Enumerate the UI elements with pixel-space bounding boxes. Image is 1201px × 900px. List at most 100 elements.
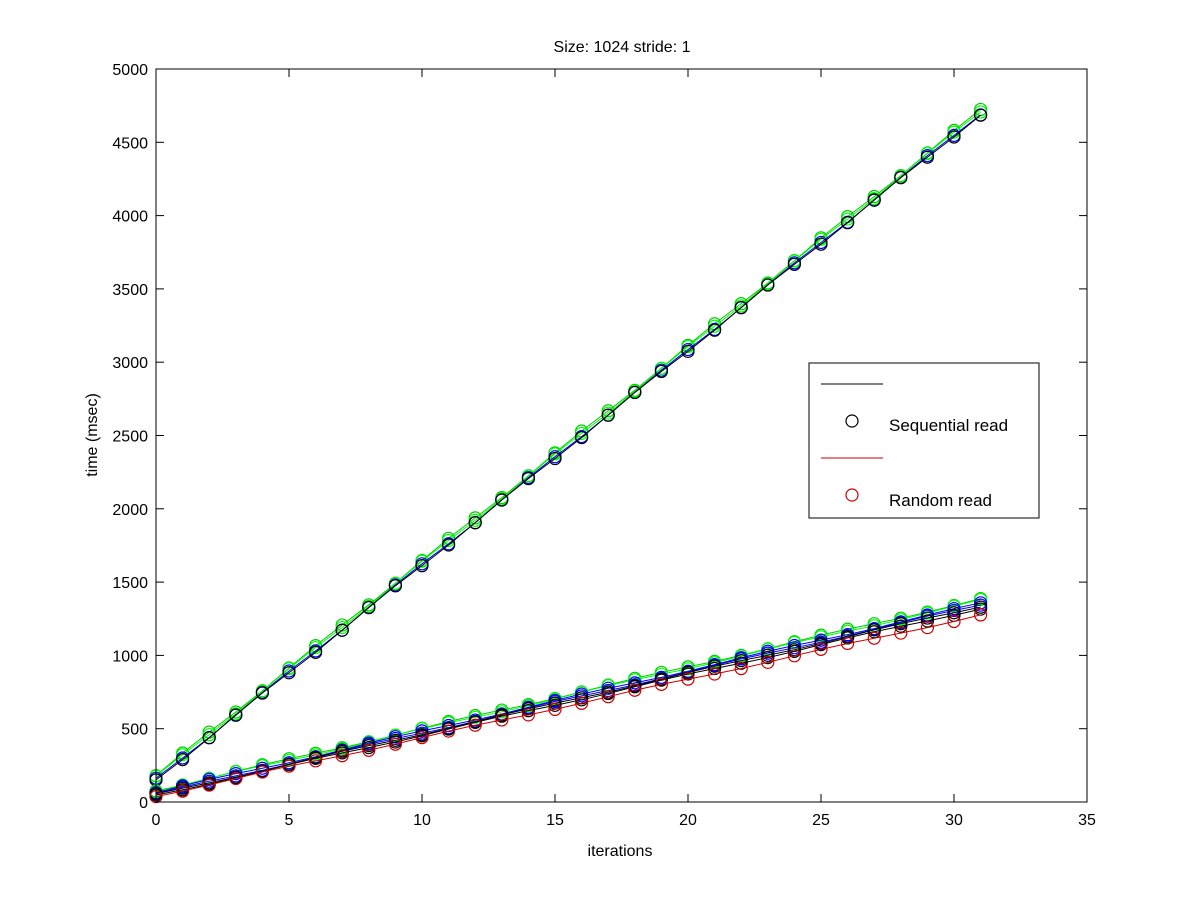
y-tick-label: 2000 — [112, 502, 148, 519]
series-line-lower — [155, 614, 981, 798]
x-tick-label: 15 — [546, 812, 564, 829]
data-point-upper — [176, 753, 190, 767]
y-tick-label: 3500 — [112, 282, 148, 299]
data-point-lower — [601, 686, 615, 701]
data-point-upper — [574, 426, 589, 440]
data-point-lower — [814, 637, 828, 652]
data-point-upper — [761, 278, 775, 292]
data-point-upper — [388, 579, 402, 593]
data-point-lower — [920, 614, 935, 628]
y-tick-label: 4000 — [112, 209, 148, 226]
data-point-upper — [202, 731, 216, 745]
data-point-upper — [707, 323, 722, 337]
data-point-lower — [415, 730, 429, 745]
data-point-lower — [628, 683, 642, 697]
x-tick-label: 5 — [285, 812, 294, 829]
data-point-lower — [761, 650, 775, 665]
x-tick-label: 20 — [679, 812, 697, 829]
data-point-lower — [362, 743, 376, 757]
data-point-lower — [229, 771, 243, 786]
data-point-lower — [814, 642, 828, 656]
data-point-lower — [176, 784, 190, 798]
data-point-lower — [335, 749, 349, 763]
data-point-upper — [734, 300, 748, 315]
data-point-lower — [787, 635, 802, 650]
y-axis-label: time (msec) — [84, 393, 101, 477]
data-point-lower — [388, 737, 402, 751]
data-point-lower — [335, 746, 349, 760]
data-point-upper — [654, 364, 669, 379]
y-tick-label: 3000 — [112, 355, 148, 372]
data-point-lower — [840, 636, 855, 651]
y-tick-label: 4500 — [112, 135, 148, 152]
data-point-upper — [814, 237, 828, 251]
data-point-upper — [628, 385, 642, 400]
data-point-upper — [442, 538, 456, 552]
data-point-upper — [335, 623, 349, 637]
data-point-lower — [894, 619, 908, 633]
ticks-layer: 0 5 10 15 20 25 30 35 0 500 1000 1500 2000 2500 3000 35… — [112, 62, 1096, 829]
data-point-lower — [681, 672, 695, 686]
data-point-upper — [282, 666, 296, 680]
data-point-upper — [973, 108, 988, 122]
data-point-upper — [707, 319, 722, 333]
data-point-lower — [894, 626, 908, 640]
data-point-lower — [574, 696, 589, 710]
data-point-upper — [468, 516, 482, 530]
data-point-lower — [734, 656, 748, 670]
data-point-lower — [973, 608, 988, 622]
data-point-upper — [601, 408, 615, 422]
data-point-lower — [947, 614, 961, 629]
y-tick-label: 500 — [121, 722, 148, 739]
data-point-lower — [309, 754, 323, 768]
data-point-lower — [574, 693, 589, 707]
y-tick-label: 2500 — [112, 429, 148, 446]
data-point-upper — [229, 708, 243, 722]
data-point-lower — [255, 765, 269, 779]
y-tick-label: 5000 — [112, 62, 148, 79]
data-point-upper — [548, 451, 562, 466]
data-point-lower — [495, 713, 509, 727]
data-point-lower — [787, 649, 802, 663]
data-point-upper — [574, 431, 589, 445]
data-point-upper — [255, 686, 269, 700]
data-point-lower — [628, 680, 642, 694]
y-tick-label: 0 — [139, 795, 148, 812]
data-point-upper — [495, 493, 509, 507]
x-tick-label: 0 — [152, 812, 161, 829]
data-point-upper — [920, 150, 935, 164]
data-point-upper — [521, 472, 536, 486]
data-point-lower — [734, 661, 748, 676]
data-point-lower — [495, 709, 509, 723]
y-tick-label: 1000 — [112, 648, 148, 665]
data-point-lower — [920, 611, 935, 625]
legend-marker-random-read — [845, 488, 859, 502]
data-point-upper — [840, 216, 855, 230]
data-point-lower — [521, 704, 536, 718]
legend-marker-sequential-read — [845, 414, 859, 428]
data-point-lower — [707, 667, 722, 681]
data-point-lower — [787, 644, 802, 658]
x-axis-label: iterations — [588, 843, 653, 860]
data-point-upper — [840, 212, 855, 226]
data-point-lower — [548, 702, 562, 717]
x-tick-label: 35 — [1078, 812, 1096, 829]
x-tick-label: 10 — [413, 812, 431, 829]
data-point-upper — [681, 344, 695, 358]
legend-label-random-read: Random read — [889, 491, 992, 510]
y-tick-label: 1500 — [112, 575, 148, 592]
data-point-lower — [654, 673, 669, 687]
legend-label-sequential-read: Sequential read — [889, 416, 1008, 435]
data-point-lower — [654, 677, 669, 691]
data-point-upper — [894, 171, 908, 185]
data-point-upper — [787, 257, 802, 271]
data-point-lower — [468, 718, 482, 732]
data-point-upper — [202, 728, 216, 742]
data-point-upper — [309, 645, 323, 659]
data-point-lower — [548, 698, 562, 712]
x-tick-label: 25 — [812, 812, 830, 829]
data-point-upper — [415, 559, 429, 573]
data-point-lower — [282, 759, 296, 773]
x-tick-label: 30 — [945, 812, 963, 829]
